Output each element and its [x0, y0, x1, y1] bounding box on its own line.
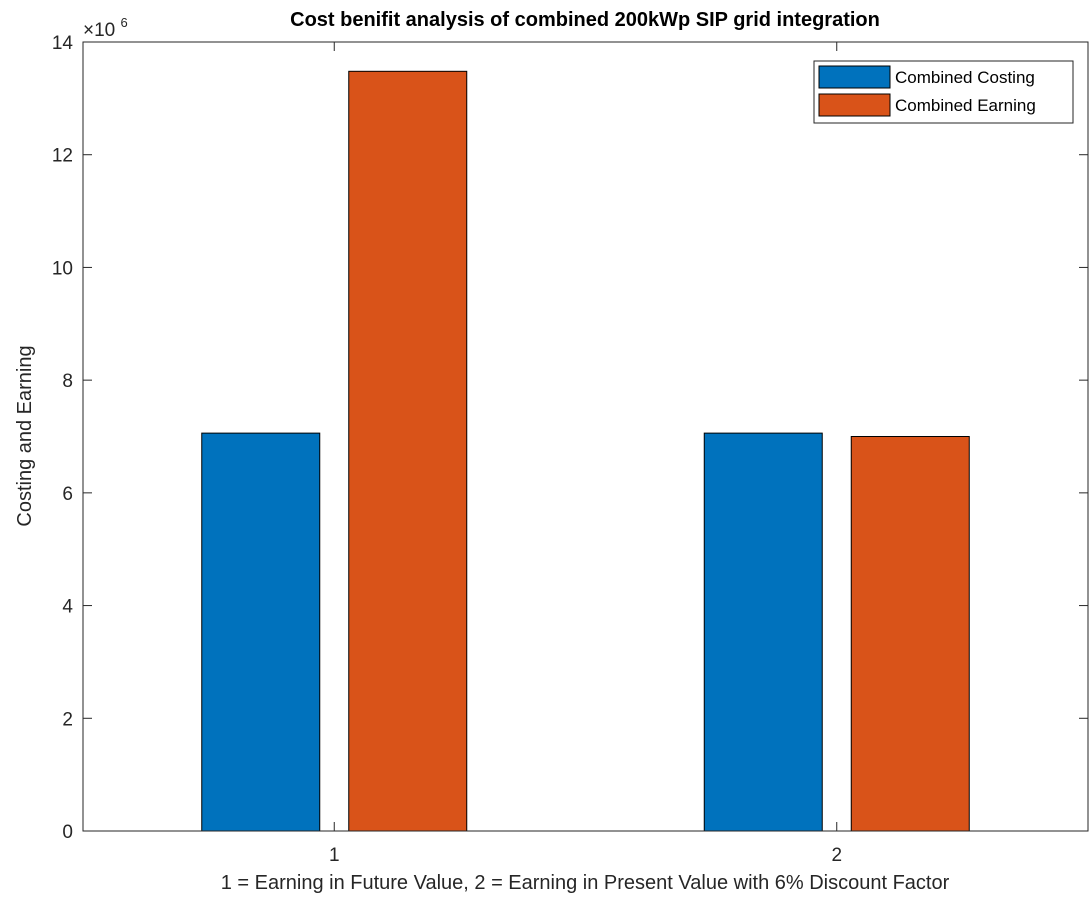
bars-group [201, 70, 970, 832]
bar-earning-2 [850, 436, 970, 832]
legend: Combined Costing Combined Earning [813, 60, 1074, 124]
y-tick-label: 12 [52, 146, 73, 167]
x-tick-label: 1 [329, 845, 340, 866]
y-tick-label: 8 [62, 371, 73, 392]
y-exponent-power: 6 [121, 15, 128, 30]
legend-label-costing: Combined Costing [895, 68, 1035, 87]
plot-frame [82, 41, 1089, 832]
y-tick-label: 4 [62, 597, 73, 618]
y-tick-label: 0 [62, 822, 73, 843]
x-axis-label: 1 = Earning in Future Value, 2 = Earning… [221, 872, 950, 894]
y-exponent-base: ×10 [83, 20, 115, 41]
y-axis-ticks: 0 2 4 6 8 10 12 14 [52, 33, 1088, 843]
y-tick-label: 14 [52, 33, 74, 54]
bar-costing-1 [201, 432, 321, 832]
x-tick-label: 2 [831, 845, 842, 866]
y-tick-label: 2 [62, 709, 73, 730]
legend-swatch-costing [818, 65, 891, 89]
bar-earning-1 [348, 70, 468, 832]
y-tick-label: 6 [62, 484, 73, 505]
legend-swatch-earning [818, 93, 891, 117]
chart-title: Cost benifit analysis of combined 200kWp… [290, 9, 880, 31]
y-axis-label: Costing and Earning [14, 345, 36, 526]
y-tick-label: 10 [52, 258, 73, 279]
y-axis-exponent: ×10 6 [83, 15, 128, 41]
legend-label-earning: Combined Earning [895, 96, 1036, 115]
bar-costing-2 [703, 432, 823, 832]
svg-text:×10 6: ×10 6 [83, 15, 128, 41]
